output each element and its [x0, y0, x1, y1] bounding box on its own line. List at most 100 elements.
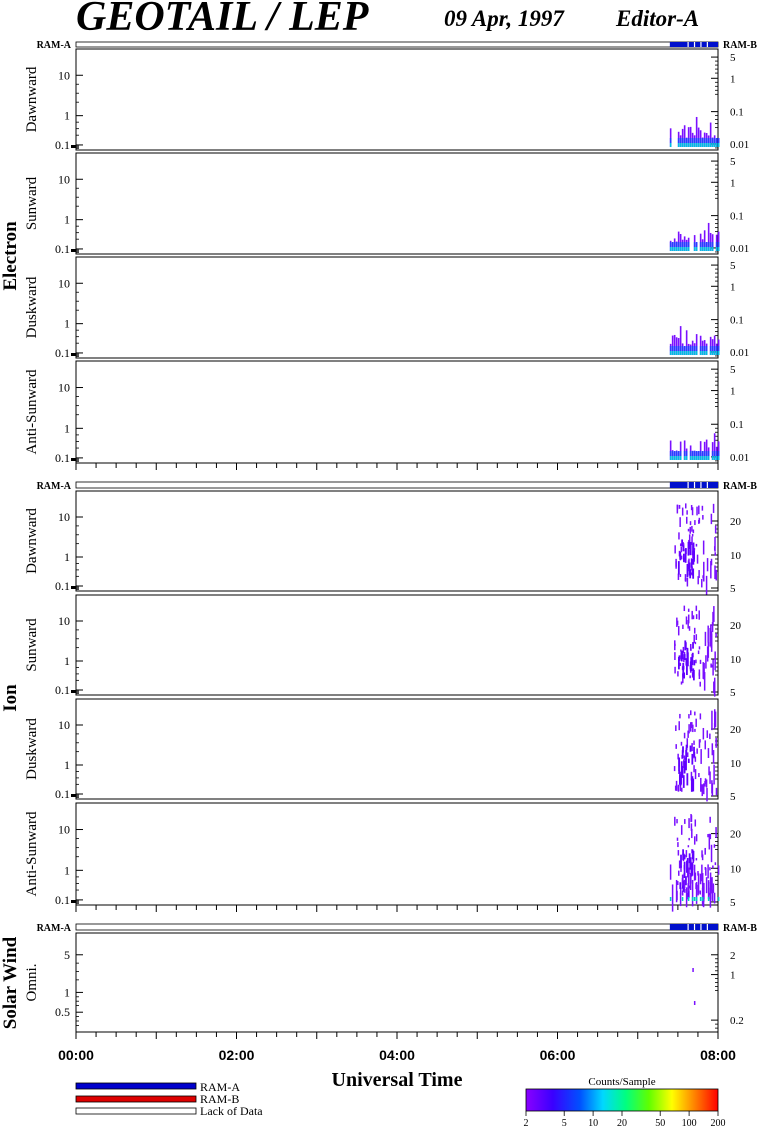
spectro-mark — [715, 737, 717, 748]
spectro-column-low — [689, 351, 692, 355]
spectro-column-mid — [687, 242, 690, 247]
spectro-column-low — [677, 456, 680, 460]
spectro-mark — [688, 837, 690, 841]
spectro-column-low — [705, 456, 708, 460]
spectro-column-low — [705, 351, 708, 355]
panel-frame — [75, 802, 719, 906]
left-tick-label: 1 — [64, 654, 70, 668]
spectro-column-low — [681, 247, 684, 251]
spectro-mark — [674, 545, 676, 554]
spectro-mark — [695, 634, 698, 641]
spectro-mark — [691, 743, 693, 752]
spectro-mark — [710, 513, 713, 525]
spectro-column-mid — [675, 451, 678, 456]
spectro-column-low — [685, 247, 688, 251]
spectro-column-mid — [691, 451, 694, 456]
spectro-mark-core — [693, 751, 696, 758]
left-tick-label: 0.1 — [55, 787, 70, 801]
spectro-mark-anti-low — [717, 897, 720, 901]
spectro-column-low — [683, 456, 686, 460]
spectro-column-mid — [685, 346, 688, 351]
spectro-column-low — [681, 143, 684, 147]
spectro-mark — [714, 651, 716, 671]
left-tick-label: 1 — [64, 863, 70, 877]
spectro-mark — [702, 540, 705, 555]
spectro-mark — [710, 631, 713, 648]
spectro-mark — [708, 833, 711, 850]
right-tick-label: 0.1 — [730, 211, 744, 223]
spectro-column-mid — [697, 138, 700, 143]
spectro-column-low — [701, 456, 704, 460]
spectro-mark-anti — [697, 873, 700, 894]
left-tick-label: 1 — [64, 421, 70, 435]
left-tick-label: 10 — [58, 381, 70, 395]
spectro-mark-core — [692, 668, 695, 676]
panel-label: Dawnward — [24, 66, 40, 132]
spectro-column — [695, 116, 698, 147]
spectro-mark — [713, 681, 715, 694]
right-tick-label: 0.01 — [730, 452, 749, 464]
spectro-mark-anti — [691, 879, 694, 907]
spectro-mark — [695, 718, 697, 727]
spectro-mark — [703, 561, 705, 582]
spectro-mark-core — [682, 775, 685, 788]
spectro-column-low — [677, 247, 680, 251]
spectro-mark — [687, 845, 690, 848]
spectro-mark-anti-low — [687, 897, 690, 901]
left-floor-marker — [71, 900, 76, 903]
spectro-mark — [694, 520, 696, 526]
panel-label: Sunward — [24, 618, 40, 672]
spectro-mark-core — [682, 880, 685, 892]
spectro-mark — [707, 748, 710, 758]
spectro-column-mid — [693, 451, 696, 456]
spectro-mark-anti — [701, 887, 704, 907]
spectro-mark — [680, 865, 682, 872]
spectro-column-mid — [685, 138, 688, 143]
spectro-column-mid — [699, 346, 702, 351]
spectro-mark — [683, 732, 686, 739]
spectro-column — [705, 439, 708, 460]
spectro-mark-anti — [717, 865, 720, 875]
spectro-mark — [678, 860, 681, 869]
group-label-1: Ion — [0, 684, 21, 712]
spectro-mark — [688, 714, 690, 719]
spectro-mark — [692, 724, 694, 733]
ram-a-label: RAM-A — [37, 923, 72, 934]
x-axis-label: Universal Time — [332, 1069, 463, 1091]
spectro-column-mid — [705, 346, 708, 351]
spectro-mark — [714, 709, 716, 726]
left-tick-label: 1 — [64, 109, 70, 123]
spectro-column — [685, 330, 688, 355]
right-tick-label: 5 — [730, 583, 736, 595]
right-tick-label: 0.01 — [730, 243, 749, 255]
spectro-column-mid — [691, 346, 694, 351]
spectro-mark-core — [678, 769, 681, 774]
spectro-mark — [677, 784, 680, 792]
colorbar-gradient — [525, 1088, 719, 1112]
spectro-mark — [705, 867, 707, 876]
right-tick-label: 0.2 — [730, 1015, 744, 1027]
spectro-mark — [690, 710, 692, 716]
spectro-mark — [703, 886, 705, 902]
spectro-column-mid — [697, 451, 700, 456]
spectro-column-low — [669, 351, 672, 355]
spectro-column-mid — [679, 138, 682, 143]
spectro-column-low — [709, 351, 712, 355]
spectro-mark — [687, 608, 690, 612]
spectro-column-low — [675, 456, 678, 460]
spectro-column-mid — [669, 138, 672, 143]
spectro-mark-anti — [693, 864, 696, 881]
legend-label-ram-b: RAM-B — [200, 1092, 239, 1106]
x-tick-label: 08:00 — [700, 1047, 736, 1063]
spectro-mark-core — [680, 761, 683, 774]
spectro-mark — [713, 844, 716, 848]
spectro-mark-core — [683, 760, 686, 774]
spectro-column-mid — [669, 346, 672, 351]
legend-label-lack-of-data: Lack of Data — [200, 1104, 263, 1118]
spectro-mark — [698, 739, 701, 748]
spectro-mark — [687, 730, 689, 738]
spectro-mark-core — [692, 642, 694, 649]
spectro-mark — [684, 889, 686, 893]
spectro-column-low — [693, 247, 696, 251]
spectro-mark — [711, 664, 714, 668]
